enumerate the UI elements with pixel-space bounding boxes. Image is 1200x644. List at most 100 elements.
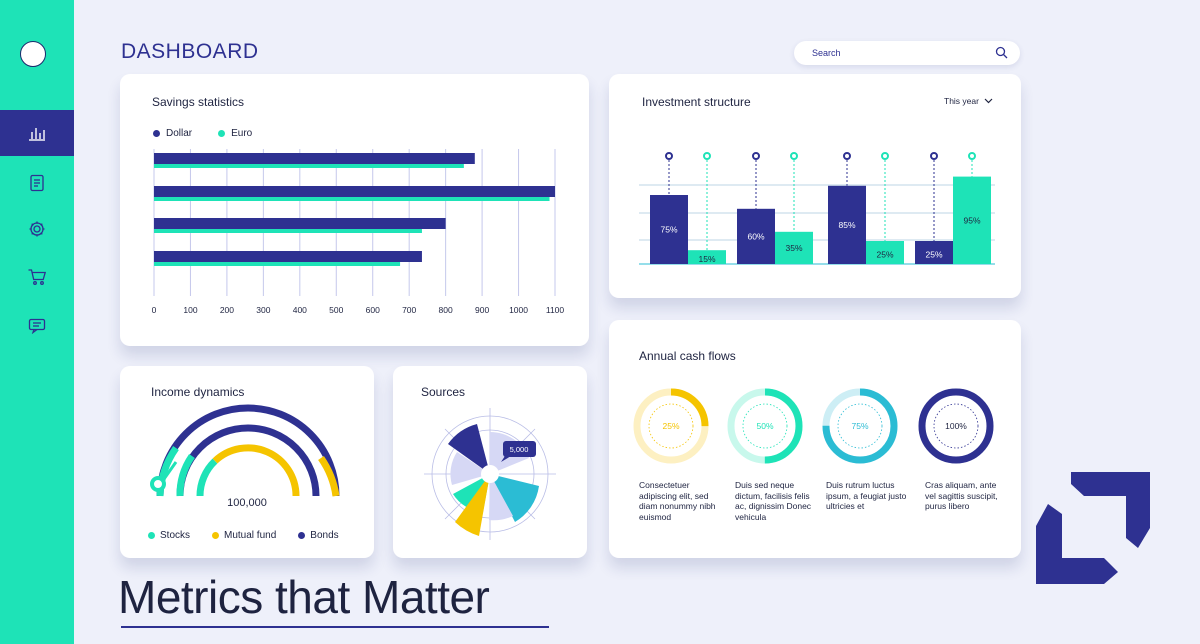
bar-euro-2: [154, 197, 550, 201]
avatar[interactable]: [20, 41, 46, 67]
bar-euro-1: [154, 164, 464, 168]
cashflow-desc-3: Duis rutrum luctus ipsum, a feugiat just…: [826, 480, 907, 511]
x-tick-label-8: 800: [439, 305, 453, 315]
sidebar-item-dashboard[interactable]: [0, 110, 74, 156]
bar-marker-1-2: [703, 152, 711, 160]
bar-marker-1-1: [665, 152, 673, 160]
ring-inner-dots-3: [837, 403, 883, 449]
bar-label-3-2: 25%: [876, 250, 893, 260]
bar-euro-3: [154, 229, 422, 233]
bar-1-1: [650, 195, 688, 264]
x-tick-label-4: 400: [293, 305, 307, 315]
legend-mutual-label: Mutual fund: [224, 530, 277, 541]
bar-marker-4-1: [930, 152, 938, 160]
income-value: 100,000: [227, 497, 267, 509]
x-tick-label-0: 0: [152, 305, 157, 315]
sector-lavender-bottom: [489, 474, 513, 521]
cashflow-desc-1: Consectetuer adipiscing elit, sed diam n…: [639, 480, 716, 522]
bar-4-1: [915, 241, 953, 264]
x-tick-label-6: 600: [366, 305, 380, 315]
income-legend: Stocks Mutual fund Bonds: [148, 530, 339, 541]
x-tick-label-5: 500: [329, 305, 343, 315]
cashflow-desc-4: Cras aliquam, ante vel sagittis suscipit…: [925, 480, 998, 511]
x-tick-label-10: 1000: [509, 305, 528, 315]
bar-dollar-2: [154, 186, 555, 197]
callout-box: [503, 441, 536, 457]
savings-card: Savings statistics Dollar Euro 0 100 200 30…: [120, 74, 589, 346]
ring-inner-dots-1: [648, 403, 694, 449]
x-tick-label-1: 100: [183, 305, 197, 315]
bar-label-3-1: 85%: [838, 220, 855, 230]
bar-marker-3-1: [843, 152, 851, 160]
ring-progress-4: [918, 388, 994, 464]
bar-dollar-4: [154, 251, 422, 262]
sources-title: Sources: [421, 385, 466, 399]
bar-label-2-1: 60%: [747, 231, 764, 241]
sidebar-item-settings[interactable]: [0, 206, 74, 252]
income-gauge: 100,000: [150, 404, 340, 509]
ring-label-3: 75%: [851, 421, 868, 431]
sidebar-item-cart[interactable]: [0, 254, 74, 300]
x-tick-label-7: 700: [402, 305, 416, 315]
investment-title: Investment structure: [642, 95, 751, 109]
legend-euro-label: Euro: [231, 128, 253, 139]
stocks-arc-left: [156, 445, 179, 497]
bar-dollar-1: [154, 153, 475, 164]
cashflow-card: Annual cash flows 25% 50% 75% 100% Consecte…: [609, 320, 1021, 558]
mutual-arc-inner: [212, 444, 300, 497]
sidebar-item-messages[interactable]: [0, 303, 74, 349]
bar-marker-3-2: [881, 152, 889, 160]
bar-label-4-1: 25%: [925, 250, 942, 260]
ring-progress-1: [633, 388, 709, 464]
sector-navy: [448, 424, 490, 474]
sidebar-item-documents[interactable]: [0, 160, 74, 206]
bonds-arc-outer: [156, 404, 340, 497]
message-icon: [28, 318, 46, 334]
investment-chart: 75% 15% 60% 35% 85% 25% 25% 95%: [639, 152, 995, 265]
x-tick-label-9: 900: [475, 305, 489, 315]
mutual-arc-right: [318, 455, 340, 497]
bar-marker-4-2: [968, 152, 976, 160]
income-title: Income dynamics: [151, 385, 245, 399]
sources-card: Sources 5,000: [393, 366, 587, 558]
search-icon[interactable]: [995, 46, 1008, 59]
sources-polar-chart: 5,000: [424, 408, 556, 540]
brand-logo: [1036, 472, 1150, 584]
ring-label-1: 25%: [662, 421, 679, 431]
sector-yellow: [455, 474, 490, 536]
legend-dollar-swatch: [153, 130, 160, 137]
search-input[interactable]: [812, 48, 982, 58]
income-card: Income dynamics 100,000 Stocks Mutual fu…: [120, 366, 374, 558]
bar-dollar-3: [154, 218, 446, 229]
investment-card: Investment structure 75% 15% 60% 35% 85% 25% 2…: [609, 74, 1021, 298]
bar-2-2: [775, 231, 813, 264]
legend-stocks-label: Stocks: [160, 530, 191, 541]
search-bar[interactable]: [794, 41, 1020, 65]
x-tick-label-2: 200: [220, 305, 234, 315]
callout-value: 5,000: [510, 445, 529, 454]
ring-progress-2: [727, 388, 803, 464]
stocks-arc-middle: [176, 454, 195, 497]
ring-progress-3: [822, 388, 898, 464]
tagline: Metrics that Matter: [118, 571, 490, 623]
savings-legend: Dollar Euro: [153, 128, 252, 139]
bar-label-2-2: 35%: [785, 243, 802, 253]
stocks-marker: [150, 476, 166, 492]
bar-1-2: [688, 250, 726, 264]
gear-icon: [29, 221, 45, 237]
page-title: DASHBOARD: [121, 40, 259, 63]
bar-marker-2-2: [790, 152, 798, 160]
stocks-marker-line: [162, 461, 178, 480]
x-tick-label-11: 1100: [546, 305, 565, 315]
period-dropdown[interactable]: This year: [944, 96, 993, 106]
bar-3-1: [828, 185, 866, 264]
document-icon: [30, 174, 44, 192]
sector-lavender-left: [450, 452, 490, 485]
cashflow-title: Annual cash flows: [639, 349, 736, 363]
period-label: This year: [944, 96, 979, 106]
ring-label-2: 50%: [756, 421, 773, 431]
ring-inner-dots-4: [933, 403, 979, 449]
savings-title: Savings statistics: [152, 95, 245, 109]
legend-bonds-swatch: [298, 532, 306, 539]
bar-3-2: [866, 241, 904, 264]
